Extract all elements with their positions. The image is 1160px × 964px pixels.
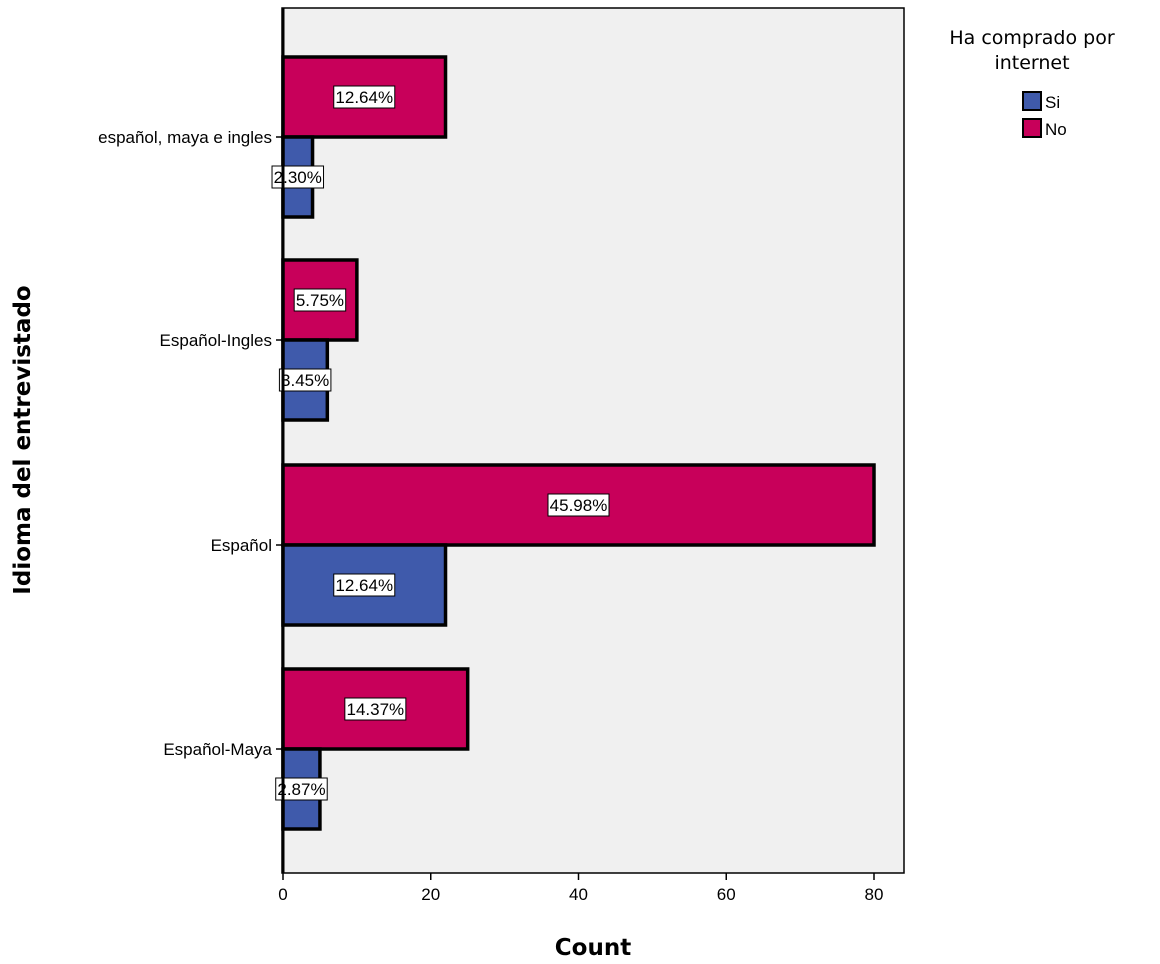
data-label-box-si-3	[275, 777, 328, 801]
data-label-si-3: 2.87%	[277, 780, 325, 799]
data-label-box-si-1	[278, 368, 332, 392]
data-label-si-0: 2.30%	[274, 168, 322, 187]
data-label-si-2: 12.64%	[335, 576, 393, 595]
data-label-no-3: 14.37%	[347, 700, 405, 719]
x-tick-label-4: 80	[865, 885, 884, 904]
y-axis: español, maya e ingles Español-Ingles Espa…	[98, 128, 283, 759]
data-label-box-no-0	[333, 85, 396, 109]
data-labels-group: 12.64% 2.30% 5.75% 3.45% 45.98% 12.64% 14.37% 2…	[271, 85, 610, 801]
legend: Ha comprado por internet Si No	[949, 27, 1114, 139]
legend-swatch-si	[1022, 91, 1042, 111]
legend-label-si: Si	[1045, 93, 1060, 112]
data-label-box-no-3	[344, 697, 407, 721]
data-label-no-1: 5.75%	[296, 291, 344, 310]
x-axis: 0 20 40 60 80	[278, 873, 883, 904]
data-label-box-no-2	[547, 493, 610, 517]
data-label-box-no-1	[293, 288, 347, 312]
x-tick-label-1: 20	[421, 885, 440, 904]
legend-swatch-no	[1022, 118, 1042, 138]
data-label-no-0: 12.64%	[335, 88, 393, 107]
legend-title-line2: internet	[994, 52, 1069, 74]
y-tick-label-0: español, maya e ingles	[98, 128, 272, 147]
legend-title-line1: Ha comprado por	[949, 27, 1114, 49]
x-tick-label-3: 60	[717, 885, 736, 904]
data-label-box-si-2	[333, 573, 396, 597]
data-label-box-si-0	[271, 165, 325, 189]
x-tick-label-2: 40	[569, 885, 588, 904]
legend-label-no: No	[1045, 120, 1067, 139]
y-tick-label-3: Español-Maya	[163, 740, 272, 759]
data-label-no-2: 45.98%	[550, 496, 608, 515]
y-axis-title: Idioma del entrevistado	[10, 285, 36, 594]
data-label-si-1: 3.45%	[281, 371, 329, 390]
x-tick-label-0: 0	[278, 885, 287, 904]
x-axis-title: Count	[555, 935, 631, 961]
y-tick-label-2: Español	[211, 536, 272, 555]
y-tick-label-1: Español-Ingles	[160, 331, 272, 350]
